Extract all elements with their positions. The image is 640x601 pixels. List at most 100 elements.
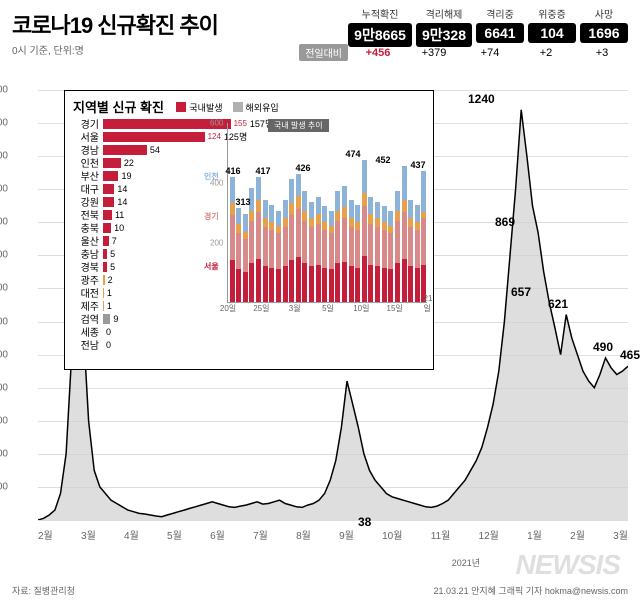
y-tick: 800 (0, 250, 8, 261)
y-tick: 300 (0, 415, 8, 426)
peak-label: 1240 (468, 92, 495, 106)
y-tick: 500 (0, 349, 8, 360)
footer-source: 자료: 질병관리청 (12, 584, 75, 597)
region-value: 1 (104, 288, 112, 298)
peak-label: 465 (620, 348, 640, 362)
region-bar (103, 132, 205, 142)
region-bar (103, 210, 112, 220)
x-tick: 12월 (479, 527, 499, 542)
region-value: 14 (114, 197, 127, 207)
region-row: 검역9 (73, 312, 425, 325)
delta-value: +74 (464, 47, 516, 59)
y-tick: 1300 (0, 85, 8, 96)
x-tick: 3월 (81, 527, 96, 542)
mini-bar-group (249, 122, 254, 302)
mini-bar-group (415, 122, 420, 302)
region-bar (103, 314, 110, 324)
stat-value: 104 (528, 23, 576, 43)
mini-peak: 313 (235, 197, 250, 207)
mini-bar-group (263, 122, 268, 302)
delta-label: 전일대비 (299, 44, 348, 61)
region-bar (103, 171, 118, 181)
region-value: 19 (118, 171, 131, 181)
region-bar (103, 145, 147, 155)
mini-bar-group (309, 122, 314, 302)
mini-xtick: 3월 (289, 303, 301, 314)
y-tick: 1200 (0, 118, 8, 129)
mini-bar-group (316, 122, 321, 302)
inset-panel: 지역별 신규 확진 국내발생해외유입 경기155157명서울124125명경남5… (64, 90, 434, 370)
delta-value: +456 (352, 47, 404, 59)
mini-bar-group (276, 122, 281, 302)
region-value: 0 (103, 340, 111, 350)
mini-bar-group (408, 122, 413, 302)
peak-label: 490 (593, 340, 613, 354)
region-value: 1 (104, 301, 112, 311)
stat-label: 격리중 (476, 6, 524, 21)
region-value: 10 (111, 223, 124, 233)
year-label: 2021년 (452, 556, 480, 569)
footer-credit: 21.03.21 안지혜 그래픽 기자 hokma@newsis.com (434, 584, 628, 597)
x-tick: 8월 (296, 527, 311, 542)
mini-xtick: 15일 (387, 303, 403, 314)
mini-bar-group (322, 122, 327, 302)
region-value: 22 (121, 158, 134, 168)
mini-ytick: 200 (210, 239, 223, 248)
stat-box: 위중증 104 (528, 6, 576, 47)
grid-line (38, 520, 628, 521)
mini-region-label: 인천 (204, 171, 219, 182)
x-tick: 4월 (124, 527, 139, 542)
mini-bar-group (362, 122, 367, 302)
mini-bar-group (421, 122, 426, 302)
mini-bar-group (289, 122, 294, 302)
mini-xtick: 5일 (322, 303, 334, 314)
mini-bar-group (375, 122, 380, 302)
region-value: 5 (107, 262, 115, 272)
mini-bar-group (382, 122, 387, 302)
x-tick: 9월 (339, 527, 354, 542)
mini-bar-group (302, 122, 307, 302)
delta-value: +3 (576, 47, 628, 59)
stat-label: 사망 (580, 6, 628, 21)
stat-value: 1696 (580, 23, 628, 43)
delta-value: +379 (408, 47, 460, 59)
region-bar (103, 184, 114, 194)
stat-label: 누적확진 (348, 6, 412, 21)
peak-label: 657 (511, 285, 531, 299)
mini-bar-group (236, 122, 241, 302)
region-value: 5 (107, 249, 115, 259)
mini-peak: 474 (345, 149, 360, 159)
delta-row: 전일대비+456+379+74+2+3 (299, 44, 628, 61)
mini-bar-group (230, 122, 235, 302)
mini-peak: 417 (255, 166, 270, 176)
mini-bar-group (335, 122, 340, 302)
stat-box: 사망 1696 (580, 6, 628, 47)
y-tick: 1100 (0, 151, 8, 162)
region-value: 0 (103, 327, 111, 337)
x-tick: 7월 (253, 527, 268, 542)
stat-label: 격리해제 (416, 6, 472, 21)
mini-ytick: 600 (210, 119, 223, 128)
mini-region-label: 경기 (204, 211, 219, 222)
stat-box: 격리해제9만328 (416, 6, 472, 47)
mini-bar-group (256, 122, 261, 302)
region-bar (103, 158, 121, 168)
mini-bar-group (243, 122, 248, 302)
y-tick: 700 (0, 283, 8, 294)
stat-label: 위중증 (528, 6, 576, 21)
y-tick: 200 (0, 448, 8, 459)
y-tick: 400 (0, 382, 8, 393)
region-name: 전남 (73, 337, 103, 352)
y-tick: 600 (0, 316, 8, 327)
region-value: 9 (110, 314, 118, 324)
stat-value: 6641 (476, 23, 524, 43)
mini-xtick: 10일 (353, 303, 369, 314)
region-value: 54 (147, 145, 160, 155)
stat-box: 격리중 6641 (476, 6, 524, 47)
x-tick: 2월 (38, 527, 53, 542)
legend-item: 국내발생 (176, 101, 222, 114)
peak-label: 621 (548, 297, 568, 311)
region-value: 7 (109, 236, 117, 246)
region-value: 14 (114, 184, 127, 194)
x-tick: 1월 (527, 527, 542, 542)
